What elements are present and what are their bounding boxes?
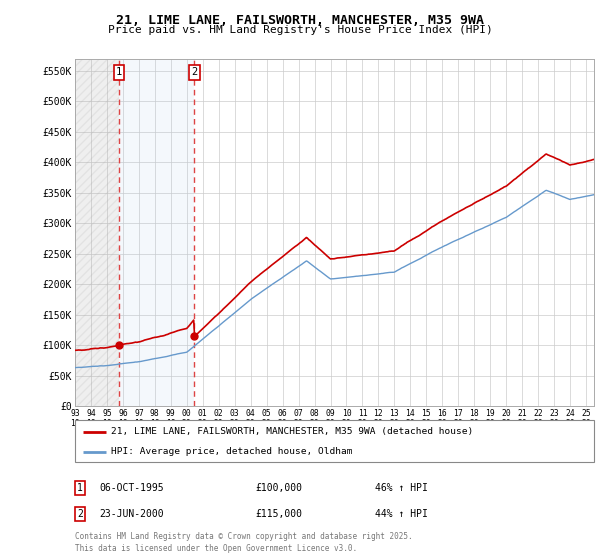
Text: 1: 1 — [116, 68, 122, 77]
Text: Contains HM Land Registry data © Crown copyright and database right 2025.
This d: Contains HM Land Registry data © Crown c… — [75, 533, 413, 553]
Text: HPI: Average price, detached house, Oldham: HPI: Average price, detached house, Oldh… — [112, 447, 353, 456]
Text: 2: 2 — [191, 68, 197, 77]
Text: 1: 1 — [77, 483, 83, 493]
Bar — [119, 59, 194, 406]
Text: 06-OCT-1995: 06-OCT-1995 — [99, 483, 164, 493]
Text: £100,000: £100,000 — [255, 483, 302, 493]
Text: 23-JUN-2000: 23-JUN-2000 — [99, 509, 164, 519]
Text: 2: 2 — [77, 509, 83, 519]
Text: 46% ↑ HPI: 46% ↑ HPI — [375, 483, 428, 493]
Text: Price paid vs. HM Land Registry's House Price Index (HPI): Price paid vs. HM Land Registry's House … — [107, 25, 493, 35]
Text: £115,000: £115,000 — [255, 509, 302, 519]
Bar — [75, 59, 119, 406]
Text: 44% ↑ HPI: 44% ↑ HPI — [375, 509, 428, 519]
Text: 21, LIME LANE, FAILSWORTH, MANCHESTER, M35 9WA (detached house): 21, LIME LANE, FAILSWORTH, MANCHESTER, M… — [112, 427, 473, 436]
Text: 21, LIME LANE, FAILSWORTH, MANCHESTER, M35 9WA: 21, LIME LANE, FAILSWORTH, MANCHESTER, M… — [116, 14, 484, 27]
